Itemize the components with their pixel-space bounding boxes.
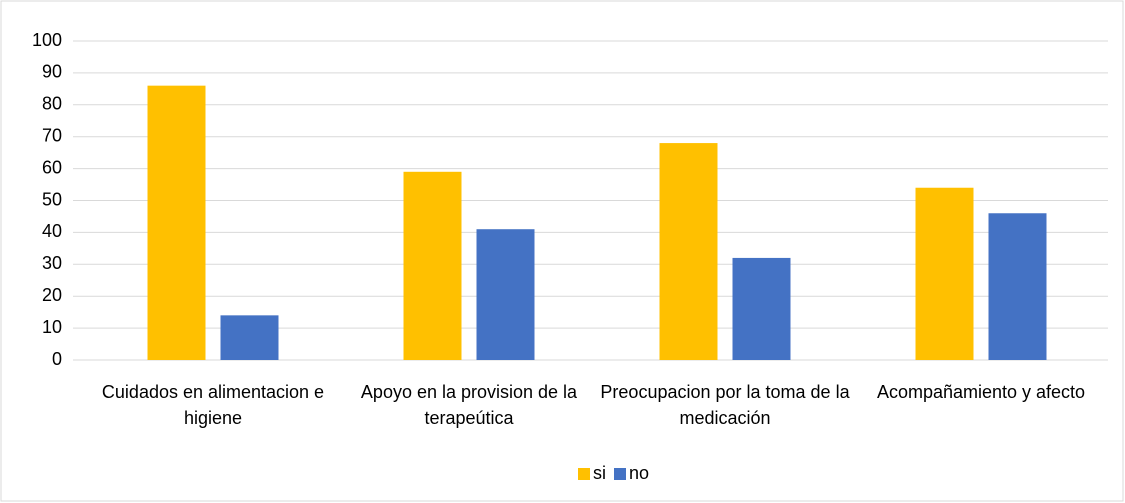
bar: [659, 143, 718, 360]
bar: [147, 85, 206, 360]
bar: [732, 257, 791, 360]
bar: [988, 213, 1047, 360]
bar: [403, 171, 462, 360]
bar: [915, 187, 974, 360]
y-tick-label: 10: [42, 317, 62, 337]
bar: [220, 315, 279, 360]
legend-swatch: [614, 468, 626, 480]
y-tick-label: 70: [42, 125, 62, 145]
legend-label: no: [629, 463, 649, 483]
x-tick-label: Preocupacion por la toma de la medicació…: [600, 382, 850, 428]
x-tick-label: Cuidados en alimentacion e higiene: [101, 382, 325, 428]
x-tick-label: Apoyo en la provision de la terapeútica: [360, 382, 578, 428]
legend-swatch: [578, 468, 590, 480]
y-tick-label: 50: [42, 189, 62, 209]
y-tick-label: 80: [42, 94, 62, 114]
y-tick-label: 100: [32, 30, 62, 50]
y-tick-label: 0: [52, 349, 62, 369]
y-tick-label: 30: [42, 253, 62, 273]
y-tick-label: 20: [42, 285, 62, 305]
x-tick-label: Acompañamiento y afecto: [876, 382, 1086, 402]
y-tick-label: 60: [42, 157, 62, 177]
y-tick-label: 40: [42, 221, 62, 241]
y-tick-label: 90: [42, 62, 62, 82]
bar: [476, 229, 535, 360]
legend-label: si: [593, 463, 606, 483]
